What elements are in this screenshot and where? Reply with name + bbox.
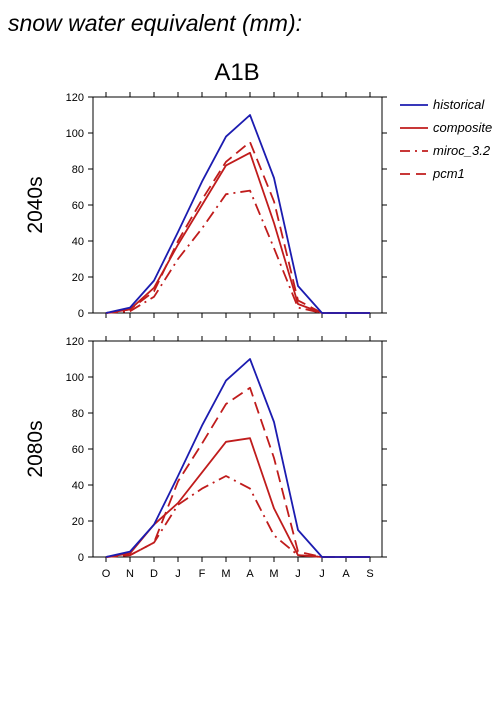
plot-frame [92, 96, 383, 314]
y-tick-label: 40 [72, 480, 84, 492]
x-tick-label: J [175, 568, 181, 580]
figure-subtitle: A1B [214, 59, 259, 86]
y-tick-label: 40 [72, 236, 84, 248]
panel-2040s: 0 20 40 60 80 100 120 2040s [24, 92, 387, 320]
y-tick-label: 120 [66, 92, 84, 104]
series-line-pcm1 [105, 141, 370, 314]
y-tick-label: 60 [72, 444, 84, 456]
y-tick-label: 100 [66, 372, 84, 384]
y-tick-label: 0 [78, 308, 84, 320]
series-line-composite [105, 437, 370, 558]
y-tick-label: 0 [78, 552, 84, 564]
x-tick-label: M [221, 568, 230, 580]
x-tick-label: J [319, 568, 325, 580]
x-tick-label: A [342, 568, 350, 580]
legend-entry-label: miroc_3.2 [433, 143, 491, 158]
y-tick-label: 60 [72, 200, 84, 212]
y-tick-label: 80 [72, 164, 84, 176]
x-tick-label: A [246, 568, 254, 580]
legend: historical composite miroc_3.2 pcm1 [400, 97, 492, 181]
figure-title: snow water equivalent (mm): [8, 10, 302, 36]
panel-label: 2040s [24, 176, 47, 233]
x-tick-label: N [126, 568, 134, 580]
x-tick-label: O [102, 568, 111, 580]
y-tick-label: 120 [66, 336, 84, 348]
x-tick-label: J [295, 568, 301, 580]
x-tick-label: S [366, 568, 373, 580]
y-tick-label: 20 [72, 272, 84, 284]
series-line-historical [105, 358, 370, 558]
series-line-pcm1 [105, 386, 370, 558]
x-tick-label: F [199, 568, 206, 580]
panel-2080s: 0 20 40 60 80 100 120 O N D J F M A M J J A S 2080s [24, 336, 387, 580]
legend-entry-label: pcm1 [432, 166, 465, 181]
x-tick-label: M [269, 568, 278, 580]
y-tick-label: 100 [66, 128, 84, 140]
y-tick-label: 80 [72, 408, 84, 420]
series-line-miroc-3-2 [105, 475, 370, 558]
legend-entry-label: historical [433, 97, 485, 112]
plot-frame [92, 340, 383, 558]
x-tick-label: D [150, 568, 158, 580]
series-line-historical [105, 114, 370, 314]
y-tick-label: 20 [72, 516, 84, 528]
legend-entry-label: composite [433, 120, 492, 135]
panel-label: 2080s [24, 420, 47, 477]
